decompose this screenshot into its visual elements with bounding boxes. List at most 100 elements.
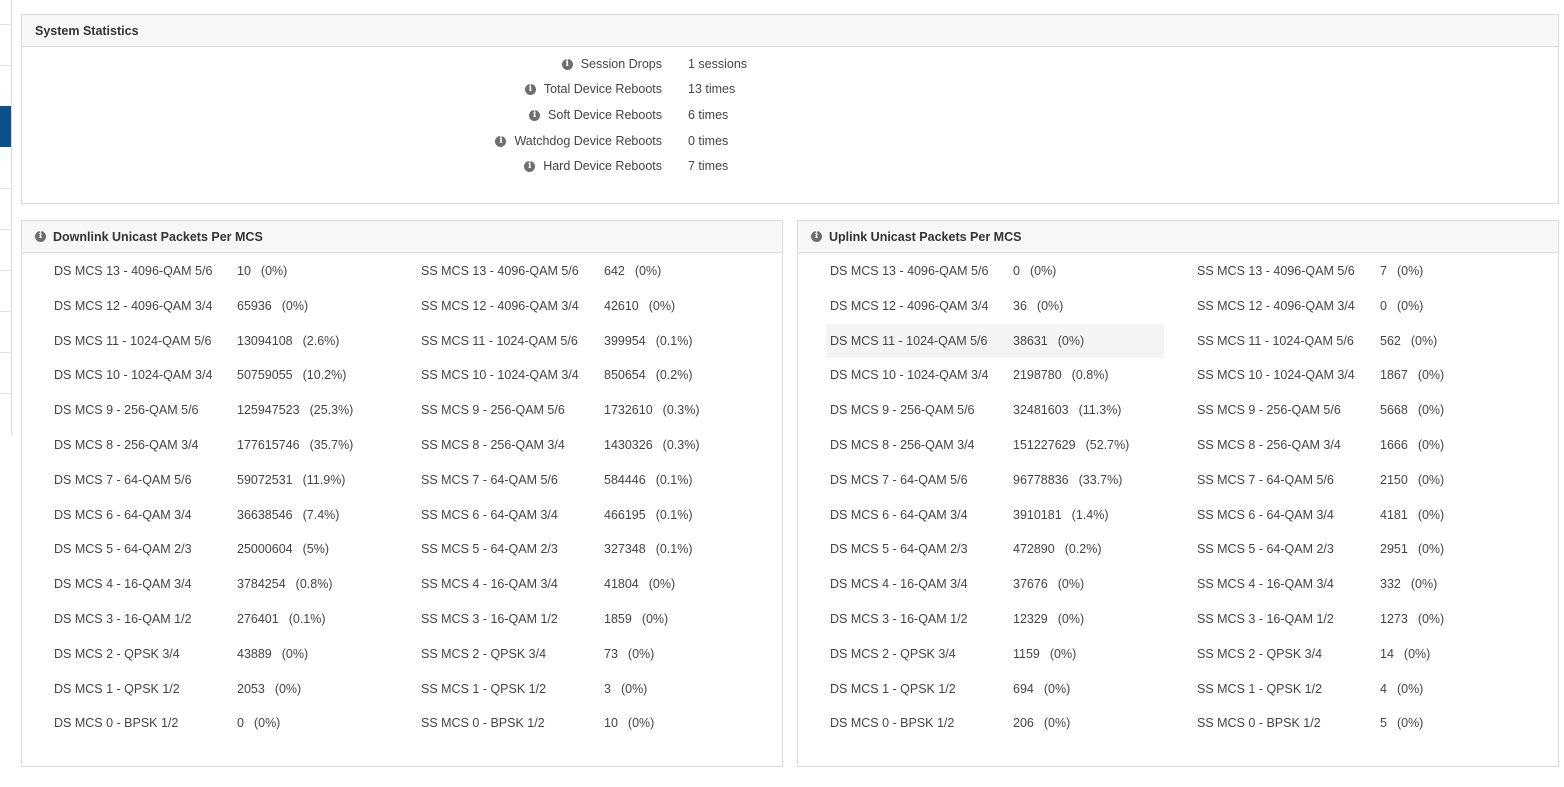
mcs-name: SS MCS 11 - 1024-QAM 5/6: [421, 333, 578, 348]
mcs-count-value: 3: [604, 681, 611, 696]
mcs-count: 0 (0%): [1013, 264, 1056, 278]
info-circle-icon[interactable]: i: [524, 83, 536, 95]
mcs-row: DS MCS 6 - 64-QAM 3/4 3910181 (1.4%): [826, 498, 1164, 532]
mcs-name: DS MCS 3 - 16-QAM 1/2: [54, 612, 192, 626]
mcs-name: DS MCS 9 - 256-QAM 5/6: [54, 403, 199, 418]
mcs-name: DS MCS 6 - 64-QAM 3/4: [54, 507, 192, 522]
mcs-count: 25000604 (5%): [237, 542, 329, 556]
mcs-row: SS MCS 5 - 64-QAM 2/3 327348 (0.1%): [417, 532, 755, 566]
stat-row: i Hard Device Reboots 7 times: [22, 159, 1558, 179]
mcs-count: 5 (0%): [1380, 716, 1423, 730]
mcs-name: DS MCS 2 - QPSK 3/4: [54, 646, 180, 661]
mcs-percent: (0%): [1410, 577, 1438, 592]
mcs-row: SS MCS 8 - 256-QAM 3/4 1666 (0%): [1193, 428, 1531, 462]
mcs-count: 38631 (0%): [1013, 334, 1084, 348]
mcs-count-value: 3784254: [237, 577, 286, 592]
mcs-percent: (0%): [627, 646, 655, 661]
mcs-row: DS MCS 5 - 64-QAM 2/3 25000604 (5%): [50, 532, 388, 566]
mcs-percent: (0%): [1417, 542, 1445, 557]
mcs-percent: (0%): [648, 577, 676, 592]
mcs-count: 3910181 (1.4%): [1013, 508, 1109, 522]
mcs-percent: (0%): [627, 716, 655, 731]
mcs-count: 2951 (0%): [1380, 542, 1444, 556]
mcs-percent: (0%): [1057, 577, 1085, 592]
stat-row: i Session Drops 1 sessions: [22, 57, 1558, 77]
stat-value: 0 times: [688, 134, 729, 148]
mcs-name: SS MCS 7 - 64-QAM 5/6: [421, 472, 558, 487]
info-circle-icon[interactable]: i: [561, 58, 573, 70]
mcs-count: 584446 (0.1%): [604, 473, 693, 487]
mcs-row: SS MCS 0 - BPSK 1/2 5 (0%): [1193, 706, 1531, 740]
mcs-row: SS MCS 2 - QPSK 3/4 14 (0%): [1193, 637, 1531, 671]
mcs-count-value: 37676: [1013, 577, 1048, 592]
mcs-count: 206 (0%): [1013, 716, 1070, 730]
mcs-percent: (0%): [634, 264, 662, 278]
mcs-count-value: 59072531: [237, 472, 293, 487]
mcs-percent: (0%): [1396, 716, 1424, 731]
mcs-count-value: 2053: [237, 681, 265, 696]
mcs-count: 151227629 (52.7%): [1013, 438, 1129, 452]
mcs-percent: (0%): [281, 298, 309, 313]
mcs-name: DS MCS 0 - BPSK 1/2: [830, 716, 955, 731]
stat-row: i Watchdog Device Reboots 0 times: [22, 134, 1558, 154]
stat-label: Soft Device Reboots: [548, 108, 662, 122]
info-circle-icon[interactable]: i: [529, 109, 541, 121]
mcs-name: SS MCS 1 - QPSK 1/2: [1197, 681, 1323, 696]
mcs-count: 327348 (0.1%): [604, 542, 693, 556]
mcs-name: SS MCS 3 - 16-QAM 1/2: [421, 612, 558, 626]
mcs-name: DS MCS 0 - BPSK 1/2: [54, 716, 179, 731]
mcs-name: SS MCS 1 - QPSK 1/2: [421, 681, 547, 696]
mcs-name: DS MCS 7 - 64-QAM 5/6: [830, 472, 968, 487]
mcs-percent: (7.4%): [302, 507, 340, 522]
mcs-percent: (0.1%): [655, 542, 693, 557]
mcs-row: SS MCS 6 - 64-QAM 3/4 4181 (0%): [1193, 498, 1531, 532]
mcs-percent: (11.9%): [302, 472, 346, 487]
mcs-count-value: 38631: [1013, 333, 1048, 348]
mcs-count: 36638546 (7.4%): [237, 508, 339, 522]
mcs-count-value: 96778836: [1013, 472, 1069, 487]
mcs-percent: (0%): [1396, 264, 1424, 278]
mcs-name: DS MCS 13 - 4096-QAM 5/6: [830, 264, 989, 278]
mcs-row: DS MCS 5 - 64-QAM 2/3 472890 (0.2%): [826, 532, 1164, 566]
panel-title: Uplink Unicast Packets Per MCS: [829, 229, 1022, 244]
mcs-name: DS MCS 11 - 1024-QAM 5/6: [830, 333, 988, 348]
mcs-count-value: 14: [1380, 646, 1394, 661]
downlink-mcs-panel: i Downlink Unicast Packets Per MCS DS MC…: [21, 220, 783, 767]
mcs-count: 2198780 (0.8%): [1013, 368, 1109, 382]
mcs-count-value: 0: [1380, 298, 1387, 313]
mcs-row: DS MCS 8 - 256-QAM 3/4 151227629 (52.7%): [826, 428, 1164, 462]
sidebar-divider: [0, 65, 12, 66]
mcs-count-value: 2951: [1380, 542, 1408, 557]
mcs-name: DS MCS 12 - 4096-QAM 3/4: [54, 298, 213, 313]
mcs-percent: (0%): [1036, 298, 1064, 313]
mcs-row: DS MCS 10 - 1024-QAM 3/4 50759055 (10.2%): [50, 358, 388, 392]
mcs-percent: (0%): [274, 681, 302, 696]
mcs-percent: (0%): [1396, 681, 1424, 696]
mcs-percent: (10.2%): [302, 368, 347, 383]
mcs-name: SS MCS 13 - 4096-QAM 5/6: [421, 264, 579, 278]
mcs-percent: (0.3%): [662, 403, 700, 418]
mcs-name: SS MCS 4 - 16-QAM 3/4: [421, 577, 558, 592]
mcs-count: 1666 (0%): [1380, 438, 1444, 452]
mcs-row: DS MCS 7 - 64-QAM 5/6 96778836 (33.7%): [826, 463, 1164, 497]
mcs-row: DS MCS 3 - 16-QAM 1/2 12329 (0%): [826, 602, 1164, 636]
mcs-count-value: 13094108: [237, 333, 293, 348]
mcs-count-value: 0: [1013, 264, 1020, 278]
info-circle-icon[interactable]: i: [35, 231, 46, 242]
mcs-name: DS MCS 5 - 64-QAM 2/3: [830, 542, 968, 557]
info-circle-icon[interactable]: i: [524, 160, 536, 172]
info-circle-icon[interactable]: i: [495, 135, 507, 147]
mcs-name: SS MCS 3 - 16-QAM 1/2: [1197, 612, 1334, 626]
mcs-count-value: 151227629: [1013, 438, 1076, 452]
mcs-count: 4181 (0%): [1380, 508, 1444, 522]
mcs-percent: (0%): [1396, 298, 1424, 313]
mcs-count: 1732610 (0.3%): [604, 403, 700, 417]
mcs-percent: (0%): [641, 612, 669, 626]
mcs-percent: (0%): [1043, 716, 1071, 731]
info-circle-icon[interactable]: i: [811, 231, 822, 242]
sidebar-active-item[interactable]: [0, 106, 11, 147]
mcs-name: DS MCS 1 - QPSK 1/2: [54, 681, 180, 696]
mcs-count-value: 177615746: [237, 438, 300, 452]
mcs-count: 36 (0%): [1013, 299, 1063, 313]
mcs-count: 7 (0%): [1380, 264, 1423, 278]
